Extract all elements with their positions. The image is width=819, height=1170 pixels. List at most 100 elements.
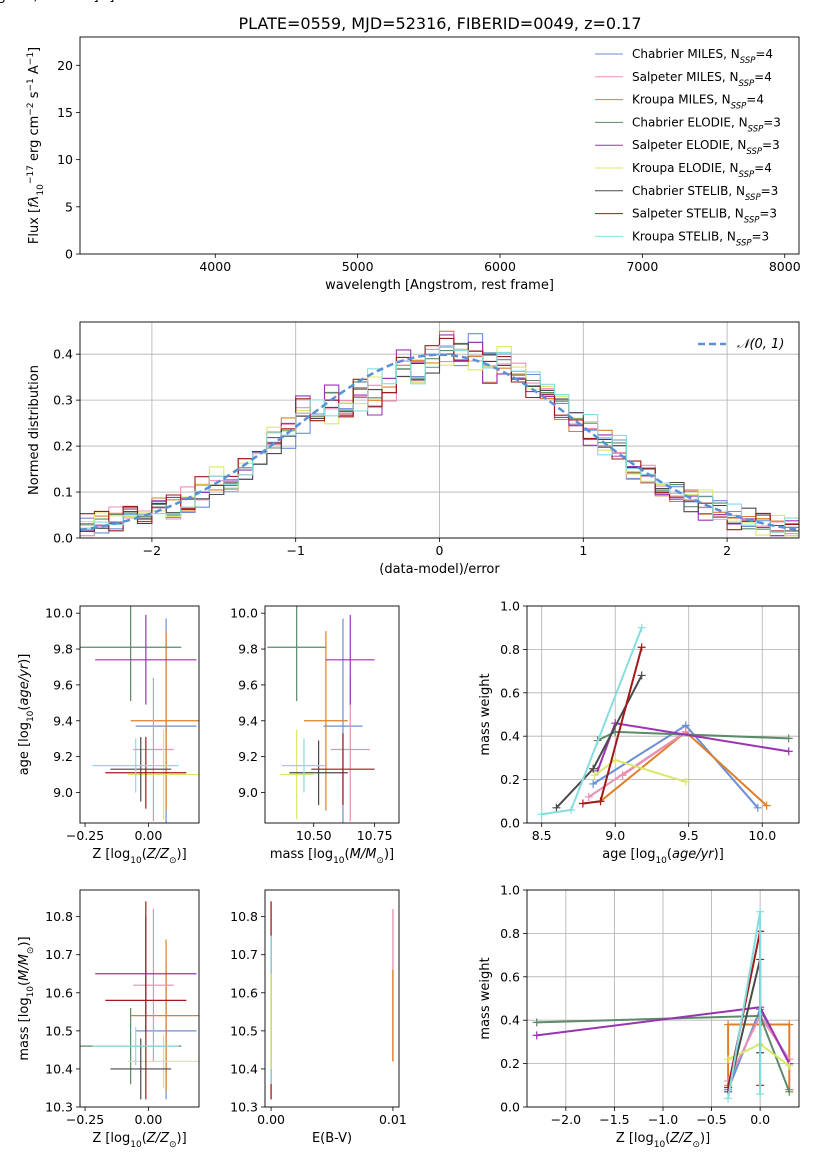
y-tick-label: 9.6: [238, 677, 258, 692]
y-tick-label: 0.8: [500, 926, 520, 941]
x-axis-label: E(B-V): [312, 1131, 352, 1146]
age-vs-mass-marks: [267, 606, 375, 823]
y-axis-label: age [log10(age/yr)]: [17, 654, 36, 776]
y-axis-label: mass weight: [478, 957, 493, 1039]
x-tick-label: 0: [436, 543, 444, 558]
x-tick-label: 6000: [0, 0, 16, 3]
y-tick-label: 0.4: [500, 1013, 520, 1028]
legend-sub: SSP: [739, 79, 755, 89]
y-tick-label: 0.2: [500, 772, 520, 787]
residual-histogram-marks: [80, 330, 799, 537]
weight-point: [784, 747, 793, 756]
legend-label: Chabrier STELIB, N: [632, 184, 745, 198]
figure-title: PLATE=0559, MJD=52316, FIBERID=0049, z=0…: [238, 14, 641, 33]
y-tick-label: 10.6: [230, 985, 258, 1000]
x-axis-label: wavelength [Angstrom, rest frame]: [325, 278, 554, 293]
y-tick-label: 5: [65, 199, 73, 214]
label-part: ⊙: [169, 1140, 177, 1150]
mass-weight-vs-Z-marks: [532, 907, 794, 1103]
label-part: Z/Z: [146, 847, 170, 862]
plot-frame: [526, 889, 800, 1108]
x-tick-label: −2: [143, 543, 161, 558]
label-part: (: [345, 847, 350, 862]
weight-point: [756, 1089, 765, 1098]
label-part: erg cm: [27, 116, 42, 165]
y-tick-label: 0.2: [500, 1056, 520, 1071]
plot-frame: [264, 889, 400, 1108]
x-tick-label: 5000: [0, 0, 16, 3]
y-axis-label: Flux [fλ10−17 erg cm−2 s−1 A−1]: [26, 47, 46, 244]
legend-tail: =3: [762, 138, 780, 152]
weight-point: [552, 803, 561, 812]
weight-point: [762, 801, 771, 810]
label-part: Flux [: [27, 208, 42, 244]
y-axis-label: Flux [fλ10−17 erg cm−2 s−1 A−1]: [0, 0, 99, 8]
label-part: λ: [27, 196, 42, 205]
x-tick-label: 0.00: [134, 828, 162, 843]
plot-frame: [79, 605, 200, 824]
label-part: )]: [17, 654, 32, 664]
weight-point: [532, 1018, 541, 1027]
legend-tail: =4: [755, 47, 773, 61]
label-part: )]: [17, 936, 32, 946]
label-part: (: [667, 847, 672, 862]
label-part: −2: [26, 102, 36, 115]
plot-frame: [79, 36, 800, 255]
label-part: Z [log: [92, 1131, 130, 1146]
legend-entry: Chabrier STELIB, NSSP=3: [632, 184, 778, 203]
label-part: Z/Z: [146, 1131, 170, 1146]
y-tick-label: 15: [57, 105, 73, 120]
x-tick-label: 10.50: [296, 828, 332, 843]
x-axis-label: age [log10(age/yr)]: [602, 847, 724, 866]
y-tick-label: 10.0: [230, 606, 258, 621]
label-part: 10: [26, 986, 36, 998]
legend-label: Salpeter ELODIE, N: [632, 138, 746, 152]
label-part: A: [27, 65, 42, 78]
y-tick-label: 9.0: [53, 785, 73, 800]
y-tick-label: 10.8: [230, 909, 258, 924]
legend-entry: Salpeter MILES, NSSP=4: [632, 70, 772, 89]
x-tick-label: 8.5: [532, 828, 552, 843]
y-tick-label: 10.4: [45, 1061, 73, 1076]
legend-entry: Kroupa STELIB, NSSP=3: [632, 229, 769, 248]
legend-tail: =4: [754, 70, 772, 84]
y-tick-label: 10.3: [45, 1100, 73, 1115]
label-part: )]: [714, 847, 724, 862]
label-part: f: [27, 201, 42, 208]
label-part: mass [log: [17, 997, 32, 1060]
label-part: Z [log: [92, 847, 130, 862]
x-tick-label: 0.00: [134, 1112, 162, 1127]
legend-entry: Chabrier ELODIE, NSSP=3: [632, 115, 781, 134]
label-part: 10: [26, 710, 36, 722]
weight-point: [785, 1087, 794, 1096]
legend-sub: SSP: [731, 102, 747, 112]
legend-label: Kroupa ELODIE, N: [632, 161, 739, 175]
weight-point: [618, 771, 627, 780]
label-part: ]: [94, 0, 99, 4]
legend-sub: SSP: [748, 124, 764, 134]
y-tick-label: 9.8: [53, 642, 73, 657]
legend-sub: SSP: [739, 170, 755, 180]
y-tick-label: 0.0: [500, 1100, 520, 1115]
plot-frame: [79, 889, 200, 1108]
y-tick-label: 10: [57, 152, 73, 167]
x-axis-label: wavelength [Angstrom, rest frame]: [0, 0, 114, 4]
label-part: (: [17, 706, 32, 711]
x-axis-label: mass [log10(M/M⊙)]: [270, 847, 394, 866]
y-tick-label: 10.7: [230, 947, 258, 962]
weight-line-cyan: [541, 627, 643, 816]
y-axis-label: mass weight: [478, 673, 493, 755]
x-tick-label: 0.00: [257, 1112, 285, 1127]
y-tick-label: 20: [57, 58, 73, 73]
label-part: )]: [700, 1131, 710, 1146]
mass-weight-vs-Z-axes: −2.0 −1.5 −1.0 −0.5 0.0 0.0 0.2 0.4 0.6 0.8 1.0 Z […: [478, 883, 800, 1150]
weight-point: [589, 764, 598, 773]
label-part: M/M: [17, 954, 32, 981]
histogram-step-black: [80, 343, 799, 532]
legend-sub: SSP: [746, 147, 762, 157]
y-tick-label: 9.4: [238, 713, 258, 728]
x-tick-label: −1.5: [599, 1112, 629, 1127]
label-part: Z/Z: [669, 1131, 693, 1146]
x-tick-label: 0.0: [750, 1112, 770, 1127]
